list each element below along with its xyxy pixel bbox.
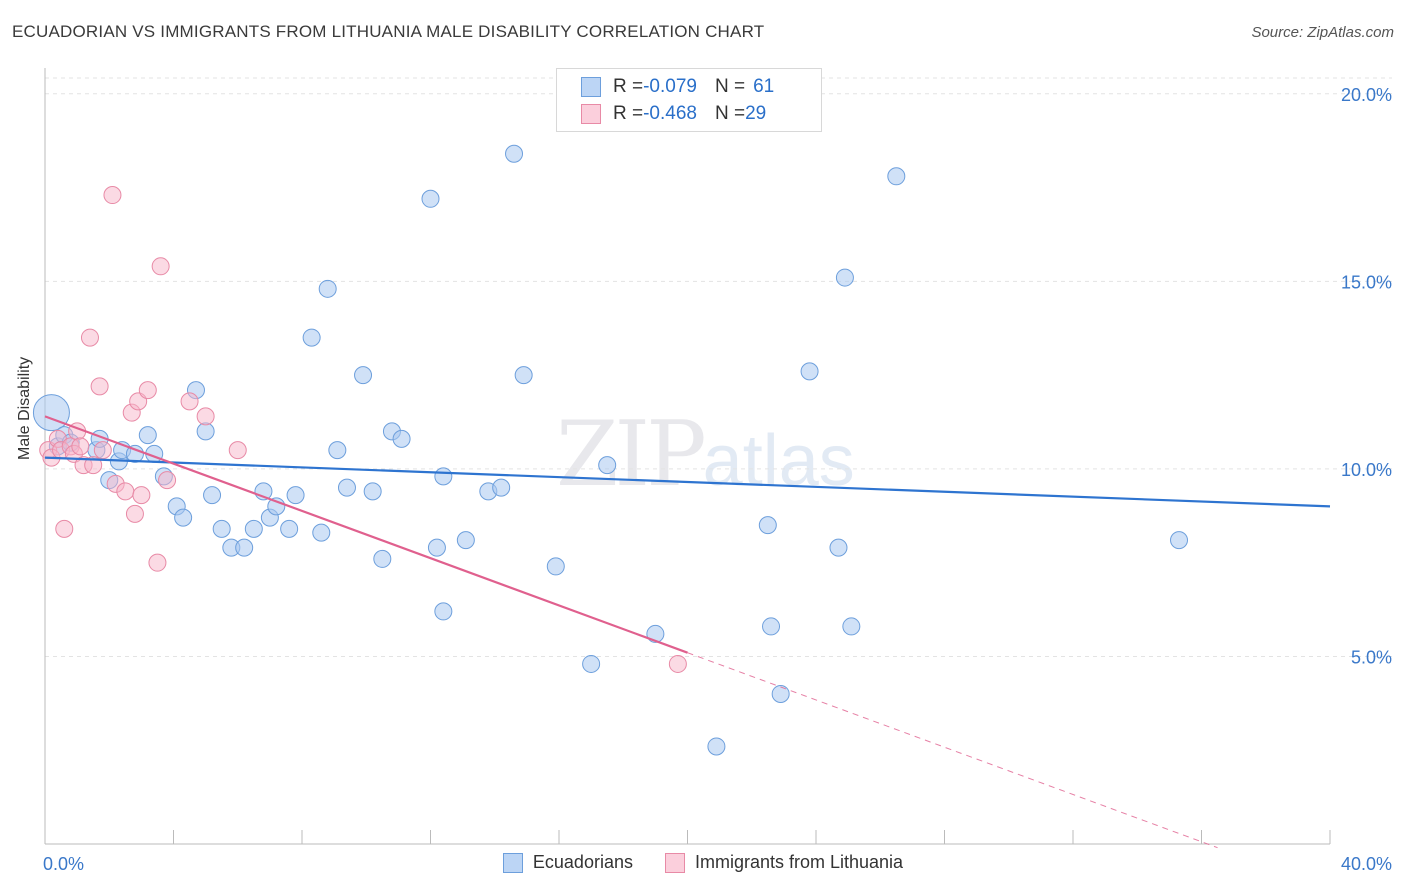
correlation-legend: R = -0.079 N = 61 R = -0.468 N = 29 xyxy=(556,68,822,132)
watermark-zip: ZIP xyxy=(556,402,707,507)
legend-r-label: R = xyxy=(613,76,644,97)
data-point-lithuania xyxy=(228,441,247,460)
data-point-ecuadorians xyxy=(800,362,819,381)
data-point-ecuadorians xyxy=(373,549,392,568)
data-point-ecuadorians xyxy=(363,482,382,501)
data-point-ecuadorians xyxy=(337,478,356,497)
legend-swatch-blue xyxy=(581,77,601,97)
y-tick-label: 15.0% xyxy=(1341,272,1392,292)
trend-extension-lithuania xyxy=(687,652,1218,849)
data-point-ecuadorians xyxy=(492,478,511,497)
data-point-ecuadorians xyxy=(244,519,263,538)
data-point-ecuadorians xyxy=(318,279,337,298)
data-point-ecuadorians xyxy=(842,617,861,636)
data-point-ecuadorians xyxy=(286,486,305,505)
data-point-ecuadorians xyxy=(434,602,453,621)
data-point-ecuadorians xyxy=(762,617,781,636)
data-point-ecuadorians xyxy=(582,654,601,673)
data-point-lithuania xyxy=(55,519,74,538)
data-point-lithuania xyxy=(116,482,135,501)
data-point-lithuania xyxy=(148,553,167,572)
data-point-ecuadorians xyxy=(312,523,331,542)
legend-r-value: -0.468 xyxy=(643,103,697,124)
data-point-ecuadorians xyxy=(235,538,254,557)
data-point-ecuadorians xyxy=(280,519,299,538)
data-point-ecuadorians xyxy=(427,538,446,557)
data-point-lithuania xyxy=(196,407,215,426)
legend-swatch-pink xyxy=(664,852,685,873)
data-point-lithuania xyxy=(180,392,199,411)
series-lithuania xyxy=(39,186,687,673)
data-point-ecuadorians xyxy=(514,366,533,385)
data-point-ecuadorians xyxy=(138,426,157,445)
watermark: ZIPatlas xyxy=(556,402,855,507)
data-point-ecuadorians xyxy=(546,557,565,576)
trend-line-lithuania xyxy=(44,415,688,654)
legend-row-ecuadorians: R = -0.079 N = 61 xyxy=(557,73,774,101)
data-point-ecuadorians xyxy=(434,467,453,486)
data-point-lithuania xyxy=(668,654,687,673)
y-tick-label: 5.0% xyxy=(1351,647,1392,667)
x-tick-label: 40.0% xyxy=(1341,854,1392,874)
legend-item-lithuania[interactable]: Immigrants from Lithuania xyxy=(664,852,904,873)
data-point-lithuania xyxy=(71,437,90,456)
legend-label-lithuania: Immigrants from Lithuania xyxy=(694,852,904,872)
legend-n-value: 29 xyxy=(745,103,767,124)
data-point-ecuadorians xyxy=(456,531,475,550)
trend-lines xyxy=(44,415,1331,849)
y-tick-label: 20.0% xyxy=(1341,85,1392,105)
data-point-lithuania xyxy=(138,381,157,400)
data-point-ecuadorians xyxy=(421,189,440,208)
data-point-ecuadorians xyxy=(505,144,524,163)
data-point-ecuadorians xyxy=(174,508,193,527)
data-point-lithuania xyxy=(125,504,144,523)
legend-row-lithuania: R = -0.468 N = 29 xyxy=(557,100,766,128)
data-point-ecuadorians xyxy=(212,519,231,538)
data-point-lithuania xyxy=(158,471,177,490)
chart-title: ECUADORIAN VS IMMIGRANTS FROM LITHUANIA … xyxy=(12,22,765,41)
data-point-lithuania xyxy=(84,456,103,475)
source-label: Source: ZipAtlas.com xyxy=(1251,24,1394,41)
legend-r-label: R = xyxy=(613,103,644,124)
data-point-ecuadorians xyxy=(196,422,215,441)
data-point-ecuadorians xyxy=(125,444,144,463)
tick-labels: 5.0% 10.0% 15.0% 20.0% 0.0% 40.0% xyxy=(43,85,1392,874)
data-point-ecuadorians xyxy=(1170,531,1189,550)
legend-label-ecuadorians: Ecuadorians xyxy=(532,852,633,872)
legend-n-label: N = xyxy=(714,103,746,124)
data-point-lithuania xyxy=(90,377,109,396)
y-axis-label: Male Disability xyxy=(16,356,33,460)
series-legend: Ecuadorians Immigrants from Lithuania xyxy=(0,852,1406,873)
data-point-ecuadorians xyxy=(302,328,321,347)
data-point-ecuadorians xyxy=(887,167,906,186)
legend-item-ecuadorians[interactable]: Ecuadorians xyxy=(502,852,633,873)
data-point-ecuadorians xyxy=(829,538,848,557)
data-point-lithuania xyxy=(151,257,170,276)
data-point-lithuania xyxy=(132,486,151,505)
legend-n-value: 61 xyxy=(753,76,775,97)
data-point-ecuadorians xyxy=(707,737,726,756)
data-point-lithuania xyxy=(80,328,99,347)
data-point-ecuadorians xyxy=(835,268,854,287)
data-point-ecuadorians xyxy=(758,516,777,535)
data-point-ecuadorians xyxy=(203,486,222,505)
y-tick-label: 10.0% xyxy=(1341,460,1392,480)
x-tick-label: 0.0% xyxy=(43,854,84,874)
data-point-ecuadorians xyxy=(771,684,790,703)
data-point-ecuadorians xyxy=(354,366,373,385)
data-point-ecuadorians xyxy=(328,441,347,460)
grid-lines xyxy=(45,77,1392,657)
data-point-ecuadorians xyxy=(392,429,411,448)
data-point-lithuania xyxy=(103,186,122,205)
data-point-lithuania xyxy=(93,441,112,460)
data-point-ecuadorians xyxy=(598,456,617,475)
legend-swatch-pink xyxy=(581,104,601,124)
legend-swatch-blue xyxy=(502,852,523,873)
legend-r-value: -0.079 xyxy=(643,76,697,97)
data-point-ecuadorians xyxy=(32,394,70,432)
legend-n-label: N = xyxy=(714,76,746,97)
trend-line-ecuadorians xyxy=(44,456,1331,508)
